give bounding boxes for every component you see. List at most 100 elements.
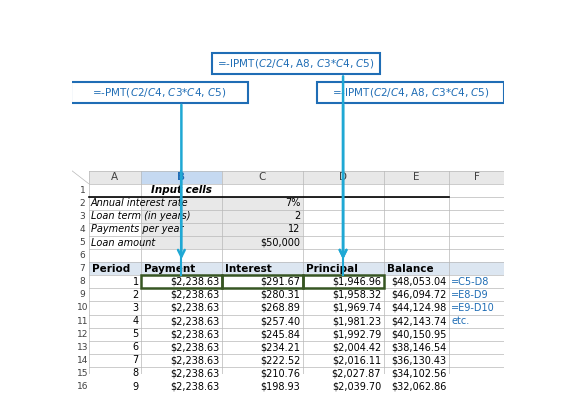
Bar xyxy=(222,328,303,341)
Bar xyxy=(303,236,383,249)
Bar xyxy=(89,236,141,249)
Text: $2,238.63: $2,238.63 xyxy=(170,355,220,365)
Text: =E9-D10: =E9-D10 xyxy=(451,303,495,313)
Bar xyxy=(222,341,303,354)
Bar xyxy=(222,302,303,315)
Text: 1: 1 xyxy=(133,277,139,287)
Text: 10: 10 xyxy=(76,304,88,312)
Bar xyxy=(303,223,383,236)
Bar xyxy=(141,275,222,288)
Text: E: E xyxy=(413,172,419,182)
Text: $34,102.56: $34,102.56 xyxy=(391,368,447,378)
Text: $2,238.63: $2,238.63 xyxy=(170,316,220,326)
Bar xyxy=(303,249,383,262)
Bar xyxy=(383,367,449,380)
Bar xyxy=(383,171,449,184)
Bar xyxy=(222,236,303,249)
Text: 5: 5 xyxy=(80,238,85,247)
Text: 15: 15 xyxy=(76,369,88,378)
Bar xyxy=(383,328,449,341)
Text: 11: 11 xyxy=(76,317,88,326)
Text: 13: 13 xyxy=(76,343,88,352)
Bar xyxy=(222,315,303,328)
Bar xyxy=(89,223,141,236)
Bar xyxy=(303,275,383,288)
Text: $1,969.74: $1,969.74 xyxy=(332,303,381,313)
Text: F: F xyxy=(474,172,479,182)
Bar xyxy=(303,197,383,210)
Text: $2,238.63: $2,238.63 xyxy=(170,368,220,378)
Bar xyxy=(449,341,505,354)
Bar xyxy=(383,275,449,288)
Text: $2,238.63: $2,238.63 xyxy=(170,303,220,313)
Text: Balance: Balance xyxy=(387,264,433,274)
Text: 2: 2 xyxy=(133,290,139,300)
FancyBboxPatch shape xyxy=(318,82,504,103)
Bar xyxy=(449,184,505,197)
Text: $2,238.63: $2,238.63 xyxy=(170,329,220,339)
Bar xyxy=(449,302,505,315)
Text: 6: 6 xyxy=(80,251,85,260)
Bar xyxy=(449,223,505,236)
Text: 12: 12 xyxy=(288,224,300,234)
Bar xyxy=(303,315,383,328)
Text: $245.84: $245.84 xyxy=(260,329,300,339)
Text: =-PMT($C$2/$C$4, $C$3*$C$4, $C$5): =-PMT($C$2/$C$4, $C$3*$C$4, $C$5) xyxy=(92,86,226,99)
Bar xyxy=(141,367,222,380)
Text: $2,238.63: $2,238.63 xyxy=(170,290,220,300)
Text: 16: 16 xyxy=(76,382,88,391)
Bar xyxy=(303,354,383,367)
Bar xyxy=(141,223,222,236)
Bar xyxy=(89,380,141,393)
Text: C: C xyxy=(259,172,266,182)
Text: $38,146.54: $38,146.54 xyxy=(391,342,447,352)
Bar xyxy=(383,184,449,197)
Text: Interest: Interest xyxy=(225,264,271,274)
Bar xyxy=(303,184,383,197)
Text: Input cells: Input cells xyxy=(151,185,212,195)
Bar xyxy=(89,184,141,197)
Bar xyxy=(449,249,505,262)
Bar xyxy=(141,380,222,393)
Bar xyxy=(303,367,383,380)
Bar xyxy=(89,171,141,184)
Text: $40,150.95: $40,150.95 xyxy=(391,329,447,339)
Text: Loan term (in years): Loan term (in years) xyxy=(91,211,191,221)
Bar xyxy=(383,288,449,302)
Bar xyxy=(89,262,141,275)
Bar xyxy=(449,367,505,380)
Bar xyxy=(141,275,222,288)
Bar xyxy=(303,380,383,393)
Bar xyxy=(89,210,141,223)
Text: $2,027.87: $2,027.87 xyxy=(332,368,381,378)
Text: =-IPMT($C$2/$C$4, A8, $C$3*$C$4, $C$5): =-IPMT($C$2/$C$4, A8, $C$3*$C$4, $C$5) xyxy=(332,86,490,99)
Text: $2,016.11: $2,016.11 xyxy=(332,355,381,365)
Text: =C5-D8: =C5-D8 xyxy=(451,277,490,287)
Bar xyxy=(383,223,449,236)
Bar xyxy=(449,315,505,328)
Text: 8: 8 xyxy=(133,368,139,378)
Text: $2,238.63: $2,238.63 xyxy=(170,277,220,287)
Text: $44,124.98: $44,124.98 xyxy=(391,303,447,313)
Bar xyxy=(303,302,383,315)
Bar xyxy=(222,223,303,236)
Bar xyxy=(222,210,303,223)
Bar xyxy=(449,380,505,393)
Bar xyxy=(141,236,222,249)
Bar xyxy=(303,328,383,341)
Text: 3: 3 xyxy=(133,303,139,313)
Text: Payment: Payment xyxy=(144,264,195,274)
Bar xyxy=(449,275,505,288)
Text: Principal: Principal xyxy=(306,264,357,274)
Bar xyxy=(141,197,222,210)
Bar xyxy=(89,197,141,210)
Text: Annual interest rate: Annual interest rate xyxy=(91,198,188,208)
Text: 8: 8 xyxy=(80,277,85,286)
Bar xyxy=(141,341,222,354)
Bar xyxy=(222,197,303,210)
Bar xyxy=(222,275,303,288)
FancyBboxPatch shape xyxy=(212,53,380,74)
Text: 7: 7 xyxy=(80,264,85,273)
Text: $36,130.43: $36,130.43 xyxy=(392,355,447,365)
Bar xyxy=(383,341,449,354)
